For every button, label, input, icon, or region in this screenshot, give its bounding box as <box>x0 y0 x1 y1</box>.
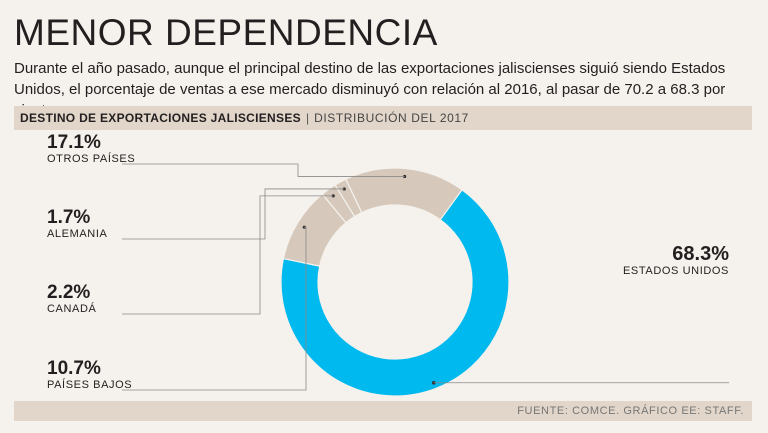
category-label-otros-paises: OTROS PAÍSES <box>47 152 135 165</box>
slice-estados-unidos <box>280 188 510 397</box>
category-label-estados-unidos: ESTADOS UNIDOS <box>623 265 729 277</box>
donut-slices <box>280 167 510 397</box>
title-separator: | <box>305 111 310 125</box>
leader-line-canada <box>122 195 334 315</box>
chart-subtitle: DISTRIBUCIÓN DEL 2017 <box>314 111 469 125</box>
value-label-estados-unidos: 68.3% <box>672 243 729 265</box>
value-label-canada: 2.2% <box>47 282 90 303</box>
deck-text: Durante el año pasado, aunque el princip… <box>14 60 726 119</box>
chart-title: DESTINO DE EXPORTACIONES JALISCIENSES <box>20 111 301 125</box>
leader-lines <box>122 163 729 391</box>
page-title: MENOR DEPENDENCIA <box>14 12 438 53</box>
leader-line-otros-paises <box>122 163 405 177</box>
value-label-alemania: 1.7% <box>47 207 90 228</box>
slice-labels: 68.3%ESTADOS UNIDOS 10.7%PAÍSES BAJOS 2.2%… <box>47 132 729 391</box>
value-label-paises-bajos: 10.7% <box>47 358 101 379</box>
value-label-otros-paises: 17.1% <box>47 132 101 153</box>
leader-line-alemania <box>122 188 345 240</box>
leader-line-paises-bajos <box>122 226 307 391</box>
chart-section-bar: DESTINO DE EXPORTACIONES JALISCIENSES | … <box>14 106 752 130</box>
slice-otros-paises <box>345 167 463 221</box>
category-label-paises-bajos: PAÍSES BAJOS <box>47 378 132 391</box>
footer-bar: FUENTE: COMCE. GRÁFICO EE: STAFF. <box>14 401 752 421</box>
category-label-canada: CANADÁ <box>47 302 97 315</box>
source-credit: FUENTE: COMCE. GRÁFICO EE: STAFF. <box>517 405 744 417</box>
category-label-alemania: ALEMANIA <box>47 228 107 240</box>
